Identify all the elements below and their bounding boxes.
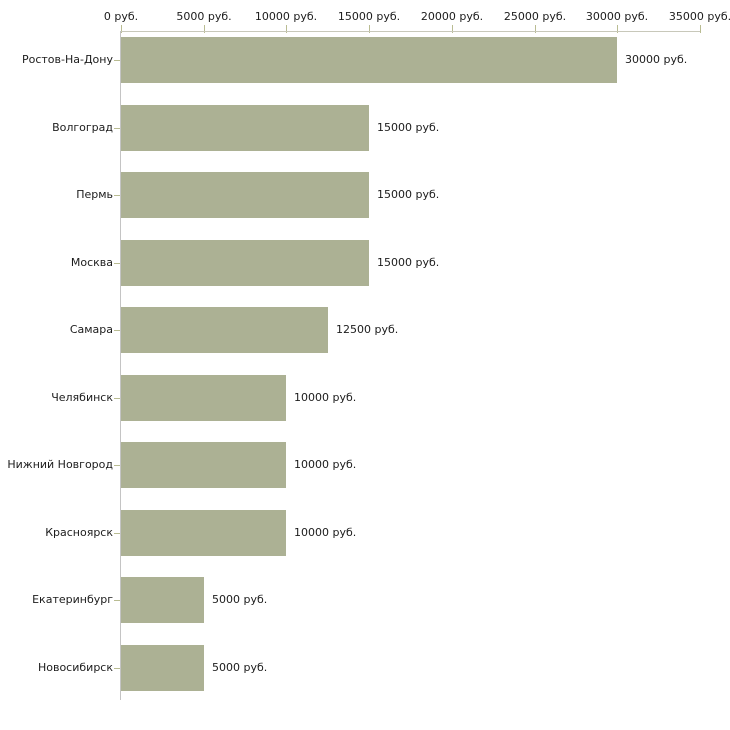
x-tick-label: 35000 руб.: [668, 10, 730, 23]
x-tick-mark: [617, 25, 618, 33]
category-label: Новосибирск: [37, 660, 113, 674]
category-label: Ростов-На-Дону: [21, 53, 113, 66]
category-label: Екатеринбург: [32, 593, 113, 606]
value-label: 10000 руб.: [294, 390, 357, 404]
value-label: 12500 руб.: [336, 323, 399, 336]
x-tick-label: 5000 руб.: [176, 10, 232, 23]
x-tick-label: 15000 руб.: [337, 10, 401, 23]
y-tick-mark: [114, 600, 120, 601]
category-label: Челябинск: [51, 390, 113, 404]
bar: [121, 509, 286, 556]
bar: [121, 577, 204, 623]
x-tick-mark: [535, 25, 536, 33]
value-label: 5000 руб.: [212, 593, 268, 606]
y-tick-mark: [114, 195, 120, 196]
value-label: 15000 руб.: [377, 255, 440, 269]
y-tick-mark: [114, 532, 120, 534]
value-label: 30000 руб.: [625, 53, 688, 66]
category-label: Пермь: [76, 188, 113, 201]
category-label: Самара: [69, 323, 113, 336]
x-tick-mark: [286, 25, 287, 33]
category-label: Красноярск: [45, 525, 113, 539]
bar: [121, 374, 286, 421]
category-label: Волгоград: [52, 120, 113, 134]
bar: [121, 37, 617, 83]
value-label: 5000 руб.: [212, 660, 268, 674]
value-label: 15000 руб.: [377, 188, 440, 201]
value-label: 10000 руб.: [294, 458, 357, 471]
x-axis-line: [121, 31, 700, 32]
bar: [121, 442, 286, 488]
category-label: Москва: [70, 255, 113, 269]
y-tick-mark: [114, 667, 120, 669]
y-tick-mark: [114, 60, 120, 61]
x-tick-label: 10000 руб.: [254, 10, 318, 23]
value-label: 10000 руб.: [294, 525, 357, 539]
x-tick-label: 30000 руб.: [585, 10, 649, 23]
x-tick-label: 25000 руб.: [503, 10, 567, 23]
bar: [121, 239, 369, 286]
y-tick-mark: [114, 262, 120, 264]
x-tick-mark: [369, 25, 370, 33]
y-axis-line: [120, 31, 121, 700]
value-label: 15000 руб.: [377, 120, 440, 134]
y-tick-mark: [114, 330, 120, 331]
y-tick-mark: [114, 397, 120, 399]
x-tick-mark: [121, 25, 122, 33]
x-tick-label: 0 руб.: [103, 10, 139, 23]
bar: [121, 644, 204, 691]
bar: [121, 307, 328, 353]
x-tick-mark: [700, 25, 701, 33]
y-tick-mark: [114, 127, 120, 129]
x-tick-label: 20000 руб.: [420, 10, 484, 23]
x-tick-mark: [452, 25, 453, 33]
bar: [121, 172, 369, 218]
x-tick-mark: [204, 25, 205, 33]
category-label: Нижний Новгород: [7, 458, 113, 471]
bar: [121, 104, 369, 151]
y-tick-mark: [114, 465, 120, 466]
